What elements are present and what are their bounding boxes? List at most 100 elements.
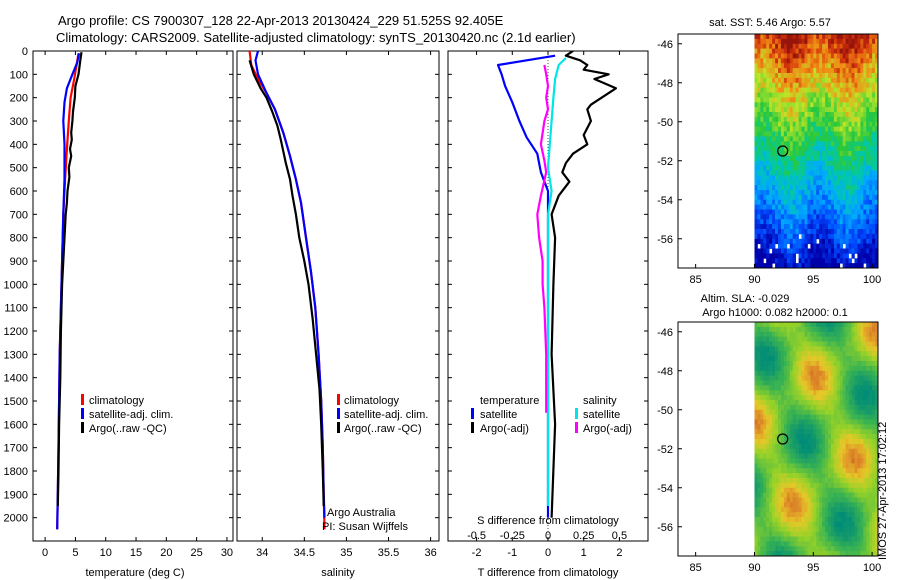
heatmap-cell — [804, 439, 808, 445]
heatmap-cell — [789, 68, 794, 74]
heatmap-cell — [816, 258, 820, 264]
heatmap-cell — [766, 453, 770, 459]
heatmap-cell — [857, 439, 861, 445]
heatmap-cell — [783, 419, 788, 425]
heatmap-cell — [816, 429, 820, 435]
heatmap-cell — [825, 263, 829, 269]
heatmap-cell — [766, 414, 770, 420]
heatmap-cell — [875, 87, 879, 93]
heatmap-cell — [828, 404, 832, 411]
heatmap-cell — [848, 194, 852, 201]
heatmap-cell — [795, 458, 799, 464]
heatmap-cell — [792, 536, 796, 542]
heatmap-cell — [819, 380, 823, 386]
heatmap-cell — [869, 233, 873, 240]
heatmap-cell — [875, 443, 879, 450]
heatmap-cell — [848, 365, 852, 372]
heatmap-cell — [783, 395, 788, 401]
heatmap-cell — [760, 87, 764, 93]
heatmap-cell — [807, 395, 811, 401]
heatmap-cell — [842, 63, 846, 69]
heatmap-cell — [763, 356, 767, 362]
heatmap-cell — [789, 43, 794, 50]
heatmap-cell — [869, 238, 873, 245]
heatmap-cell — [860, 58, 864, 64]
heatmap-cell — [830, 214, 835, 220]
heatmap-cell — [769, 497, 773, 503]
heatmap-cell — [830, 341, 835, 347]
heatmap-cell — [845, 331, 849, 338]
heatmap-cell — [860, 531, 864, 537]
heatmap-cell — [819, 346, 823, 352]
y-tick-label: 1000 — [4, 279, 28, 291]
heatmap-cell — [854, 258, 858, 264]
heatmap-cell — [869, 165, 873, 171]
heatmap-cell — [869, 131, 873, 137]
heatmap-cell — [801, 346, 805, 352]
heatmap-cell — [869, 224, 873, 230]
heatmap-cell — [875, 551, 879, 557]
heatmap-cell — [869, 214, 873, 220]
heatmap-cell — [833, 38, 838, 45]
heatmap-cell — [816, 414, 820, 420]
heatmap-cell — [851, 356, 855, 362]
heatmap-cell — [833, 68, 838, 74]
heatmap-cell — [760, 238, 764, 245]
credit-line-1: Argo Australia — [327, 507, 396, 519]
heatmap-cell — [819, 48, 823, 54]
heatmap-cell — [845, 414, 849, 420]
heatmap-cell — [848, 336, 852, 342]
heatmap-cell — [833, 229, 838, 235]
heatmap-cell — [763, 146, 767, 152]
heatmap-cell — [866, 526, 870, 533]
heatmap-cell — [860, 400, 864, 406]
heatmap-cell — [810, 322, 814, 328]
legend-sat-label: satellite-adj. clim. — [344, 409, 428, 421]
heatmap-cell — [854, 448, 858, 455]
heatmap-cell — [789, 121, 794, 128]
heatmap-cell — [828, 356, 832, 362]
heatmap-cell — [851, 131, 855, 137]
heatmap-cell — [772, 400, 776, 406]
heatmap-cell — [786, 351, 791, 357]
heatmap-cell — [757, 190, 761, 196]
heatmap-cell — [798, 409, 802, 416]
heatmap-cell — [810, 238, 814, 245]
heatmap-cell — [839, 116, 844, 123]
heatmap-cell — [798, 48, 802, 54]
heatmap-cell — [769, 517, 773, 523]
heatmap-cell — [801, 34, 805, 40]
heatmap-cell — [833, 199, 838, 206]
heatmap-cell — [848, 224, 852, 230]
heatmap-cell — [851, 390, 855, 396]
heatmap-cell — [775, 463, 779, 469]
heatmap-cell — [875, 43, 879, 50]
heatmap-cell — [792, 92, 796, 98]
heatmap-cell — [839, 473, 844, 479]
heatmap-cell — [792, 170, 796, 176]
heatmap-cell — [822, 121, 826, 128]
heatmap-cell — [845, 336, 849, 342]
heatmap-cell — [839, 97, 844, 103]
x-tick-label: 30 — [221, 547, 233, 559]
heatmap-cell — [828, 453, 832, 459]
heatmap-cell — [854, 512, 858, 518]
heatmap-cell — [804, 233, 808, 240]
heatmap-cell — [854, 77, 858, 84]
heatmap-cell — [833, 453, 838, 459]
heatmap-cell — [786, 233, 791, 240]
heatmap-cell — [872, 243, 876, 249]
heatmap-cell — [866, 448, 870, 455]
heatmap-cell — [863, 185, 867, 191]
sst-map-title: sat. SST: 5.46 Argo: 5.57 — [709, 17, 831, 29]
heatmap-cell — [775, 473, 779, 479]
heatmap-cell — [857, 82, 861, 89]
heatmap-cell — [816, 58, 820, 64]
heatmap-cell — [866, 497, 870, 503]
heatmap-cell — [872, 38, 876, 45]
heatmap-cell — [813, 356, 817, 362]
heatmap-cell — [769, 92, 773, 98]
y-tick-label: 200 — [10, 93, 28, 105]
heatmap-cell — [804, 73, 808, 79]
heatmap-cell — [860, 395, 864, 401]
